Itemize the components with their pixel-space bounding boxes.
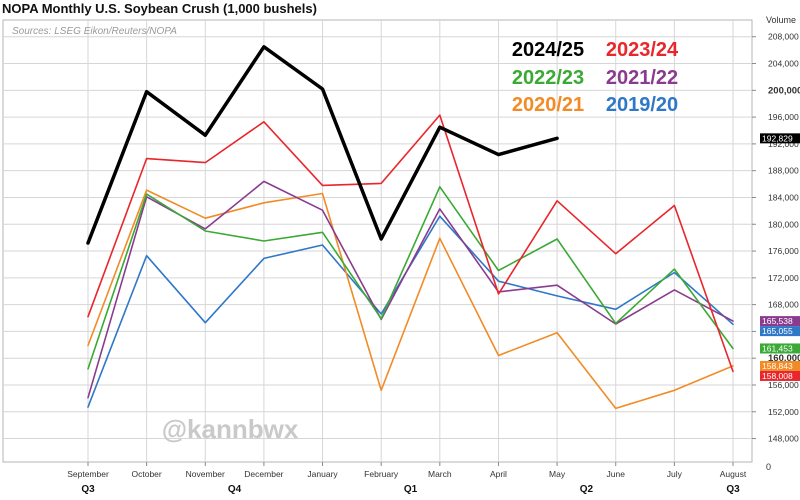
- x-tick-label: April: [490, 469, 507, 479]
- y-tick-label: 172,000: [768, 273, 799, 283]
- y-tick-label: 204,000: [768, 59, 799, 69]
- x-tick-label: August: [720, 469, 747, 479]
- quarter-label: Q1: [404, 484, 418, 495]
- x-tick-label: September: [67, 469, 109, 479]
- y-zero-label: 0: [766, 462, 771, 472]
- y-tick-label: 156,000: [768, 380, 799, 390]
- series-line-2023-24: [87, 114, 734, 373]
- quarter-label: Q3: [726, 484, 740, 495]
- y-tick-label: 184,000: [768, 192, 799, 202]
- x-tick-label: June: [607, 469, 626, 479]
- end-value-badge: [760, 370, 800, 381]
- chart-title: NOPA Monthly U.S. Soybean Crush (1,000 b…: [2, 1, 317, 16]
- x-tick-label: November: [186, 469, 225, 479]
- end-value-badge: [760, 133, 800, 144]
- legend-entry: 2021/22: [606, 67, 678, 89]
- watermark-text: @kannbwx: [162, 414, 299, 444]
- y-axis-label: Volume: [766, 15, 796, 25]
- chart-source: Sources: LSEG Eikon/Reuters/NOPA: [12, 26, 177, 37]
- y-tick-label: 180,000: [768, 219, 799, 229]
- x-tick-label: February: [364, 469, 399, 479]
- x-tick-label: January: [307, 469, 338, 479]
- x-tick-label: March: [428, 469, 452, 479]
- y-tick-label: 188,000: [768, 166, 799, 176]
- series-line-2022-23: [87, 186, 734, 370]
- legend-entry: 2019/20: [606, 94, 678, 116]
- y-tick-label: 152,000: [768, 407, 799, 417]
- end-value-label: 192,829: [762, 133, 793, 143]
- y-tick-label: 160,000: [768, 353, 800, 364]
- y-tick-label: 200,000: [768, 85, 800, 96]
- quarter-label: Q3: [81, 484, 95, 495]
- y-tick-label: 176,000: [768, 246, 799, 256]
- end-value-badge: [760, 326, 800, 337]
- legend-entry: 2023/24: [606, 39, 679, 61]
- end-value-label: 158,008: [762, 371, 793, 381]
- legend-entry: 2020/21: [512, 94, 584, 116]
- series-line-2024-25: [86, 45, 559, 245]
- y-tick-label: 148,000: [768, 434, 799, 444]
- y-tick-label: 208,000: [768, 32, 799, 42]
- y-tick-label: 168,000: [768, 300, 799, 310]
- end-value-badge: [760, 316, 800, 327]
- end-value-badge: [760, 360, 800, 371]
- end-value-label: 161,453: [762, 343, 793, 353]
- quarter-label: Q4: [228, 484, 242, 495]
- x-tick-label: July: [667, 469, 683, 479]
- end-value-label: 165,055: [762, 326, 793, 336]
- end-value-label: 165,538: [762, 316, 793, 326]
- end-value-badge: [760, 343, 800, 354]
- quarter-label: Q2: [580, 484, 594, 495]
- end-value-label: 158,843: [762, 361, 793, 371]
- x-tick-label: October: [132, 469, 162, 479]
- legend-entry: 2024/25: [512, 39, 584, 61]
- series-line-2020-21: [87, 189, 734, 410]
- y-tick-label: 192,000: [768, 139, 799, 149]
- legend-entry: 2022/23: [512, 67, 584, 89]
- y-tick-label: 196,000: [768, 112, 799, 122]
- x-tick-label: May: [549, 469, 566, 479]
- series-line-2021-22: [87, 180, 734, 399]
- x-tick-label: December: [244, 469, 283, 479]
